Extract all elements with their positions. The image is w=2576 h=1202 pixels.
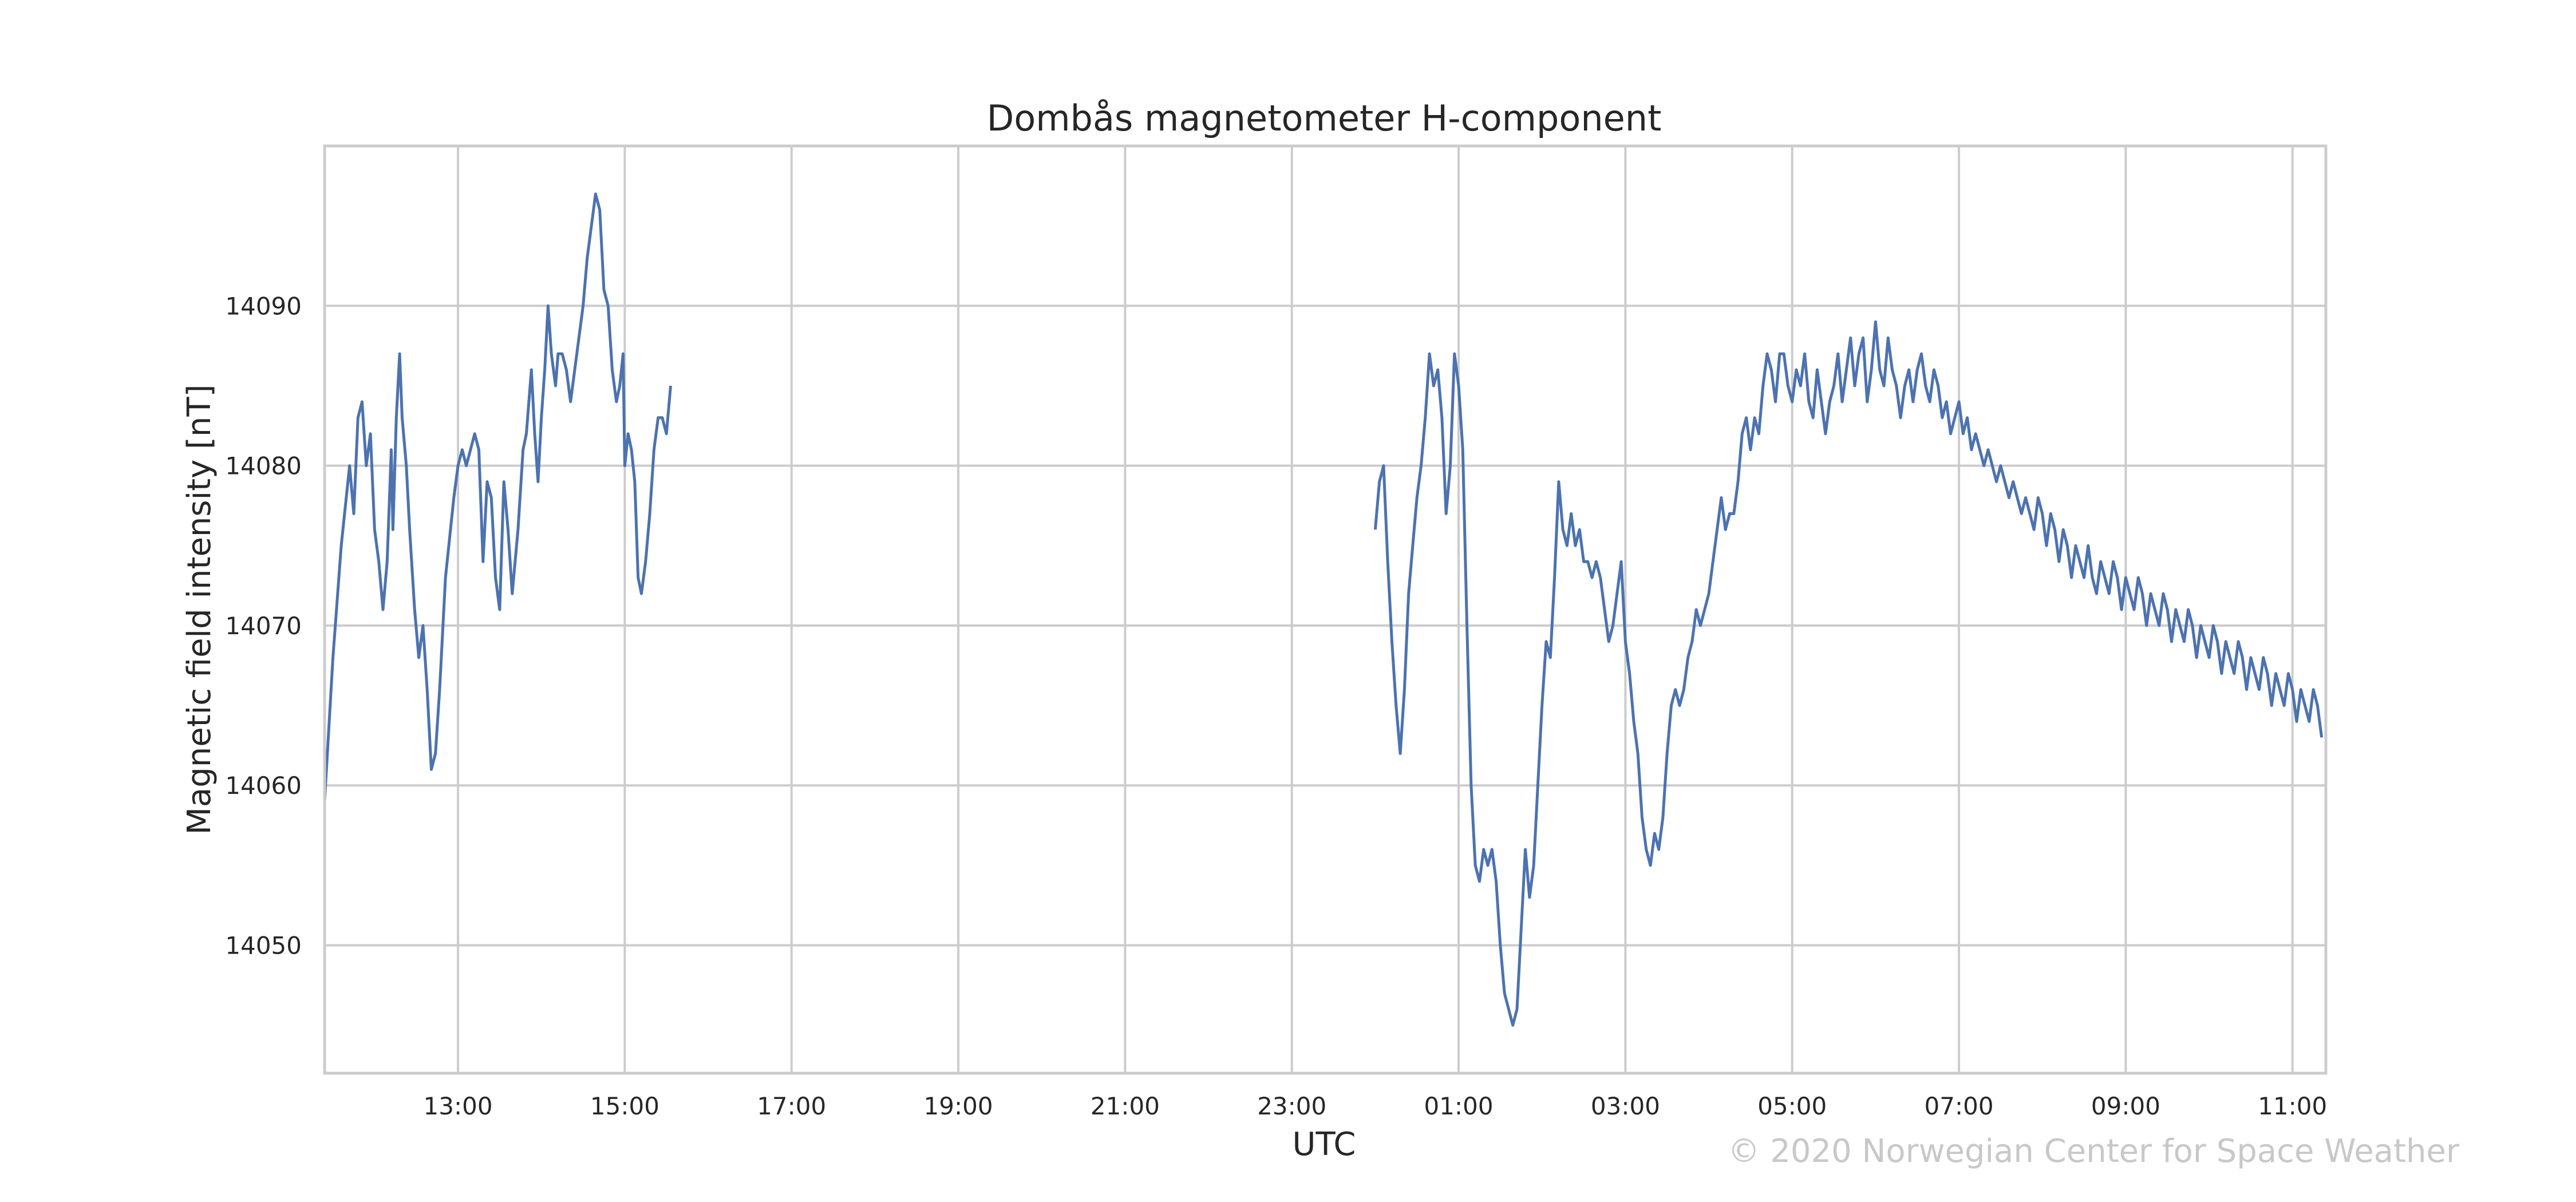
- y-gridlines: [325, 305, 2326, 947]
- chart-title: Dombås magnetometer H-component: [987, 97, 1662, 139]
- x-axis-label: UTC: [1292, 1126, 1356, 1163]
- x-tick-label: 01:00: [1424, 1092, 1494, 1120]
- x-tick-label: 23:00: [1257, 1092, 1326, 1120]
- x-tick-label: 05:00: [1757, 1092, 1827, 1120]
- x-tick-label: 09:00: [2091, 1092, 2160, 1120]
- x-tick-label: 11:00: [2258, 1092, 2327, 1120]
- series-lines: [323, 192, 2324, 1027]
- x-gridlines: [457, 146, 2294, 1073]
- x-tick-label: 15:00: [590, 1092, 659, 1120]
- y-tick-label: 14060: [225, 772, 302, 800]
- x-tick-label: 13:00: [424, 1092, 493, 1120]
- y-axis-label: Magnetic field intensity [nT]: [181, 385, 218, 835]
- plot-frame: [323, 144, 2328, 1075]
- series-line-segment: [1373, 320, 2324, 1027]
- y-tick-labels: 14050 14060 14070 14080 14090: [225, 292, 302, 959]
- x-tick-label: 07:00: [1925, 1092, 1994, 1120]
- y-tick-label: 14090: [225, 292, 302, 320]
- y-tick-label: 14080: [225, 452, 302, 480]
- x-tick-labels: 13:00 15:00 17:00 19:00 21:00 23:00 01:00 03:00…: [424, 1092, 2328, 1120]
- y-tick-label: 14050: [225, 932, 302, 960]
- x-tick-label: 19:00: [924, 1092, 993, 1120]
- x-tick-label: 21:00: [1091, 1092, 1160, 1120]
- x-tick-label: 03:00: [1591, 1092, 1660, 1120]
- y-tick-label: 14070: [225, 612, 302, 640]
- watermark: © 2020 Norwegian Center for Space Weathe…: [1728, 1133, 2460, 1170]
- x-tick-label: 17:00: [757, 1092, 826, 1120]
- series-line-segment: [323, 192, 672, 802]
